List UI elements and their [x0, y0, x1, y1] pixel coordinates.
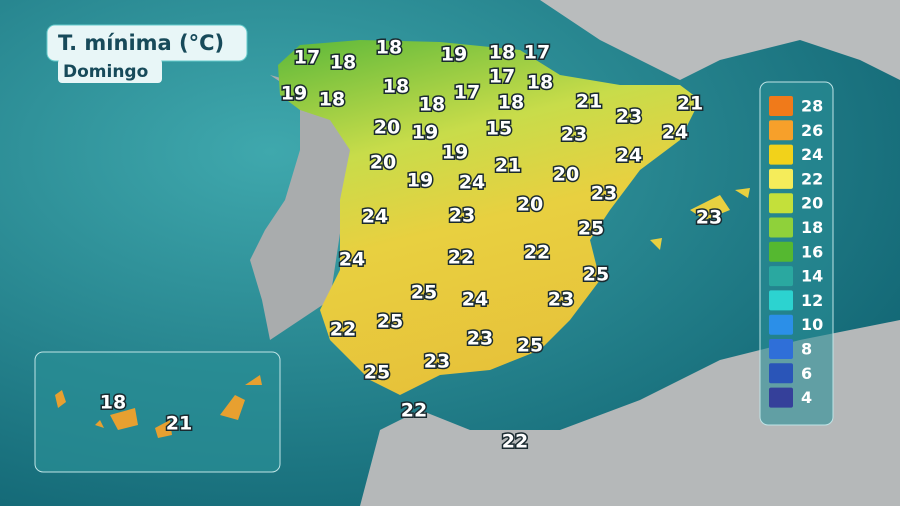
temperature-label: 23 — [591, 183, 617, 205]
temperature-label: 17 — [454, 82, 480, 104]
legend-swatch — [769, 363, 793, 384]
temperature-label: 21 — [677, 93, 703, 115]
legend-swatch — [769, 241, 793, 262]
legend-swatch — [769, 120, 793, 141]
temperature-label: 22 — [448, 247, 474, 269]
temperature-label: 24 — [459, 172, 485, 194]
legend-label: 4 — [801, 388, 812, 407]
temperature-label: 22 — [330, 319, 356, 341]
temperature-label: 20 — [370, 152, 396, 174]
legend-swatch — [769, 217, 793, 238]
legend-label: 28 — [801, 97, 823, 116]
subtitle-box — [58, 59, 162, 83]
canarias-temperature-label: 21 — [166, 413, 192, 435]
legend-label: 20 — [801, 194, 823, 213]
temperature-label: 23 — [467, 328, 493, 350]
legend-label: 8 — [801, 340, 812, 359]
france — [540, 0, 900, 80]
temperature-label: 23 — [548, 289, 574, 311]
legend-label: 10 — [801, 315, 823, 334]
temperature-label: 24 — [462, 289, 488, 311]
temperature-label: 18 — [498, 92, 524, 114]
temperature-label: 15 — [486, 118, 512, 140]
subtitle: Domingo — [63, 62, 148, 82]
legend-swatch — [769, 266, 793, 287]
legend-swatch — [769, 193, 793, 214]
temperature-label: 17 — [489, 66, 515, 88]
temperature-label: 18 — [527, 72, 553, 94]
temperature-label: 18 — [383, 76, 409, 98]
legend-swatch — [769, 339, 793, 359]
temperature-label: 25 — [377, 311, 403, 333]
legend-swatch — [769, 168, 793, 189]
temperature-label: 20 — [374, 117, 400, 139]
temperature-label: 23 — [449, 205, 475, 227]
temperature-label: 20 — [553, 164, 579, 186]
temperature-label: 25 — [364, 362, 390, 384]
temperature-label: 19 — [442, 142, 468, 164]
temperature-label: 24 — [616, 145, 642, 167]
title: T. mínima (°C) — [58, 31, 224, 55]
temperature-label: 25 — [517, 335, 543, 357]
temperature-label: 25 — [411, 282, 437, 304]
temperature-label: 21 — [495, 155, 521, 177]
temperature-label: 25 — [583, 264, 609, 286]
temperature-label: 18 — [330, 52, 356, 74]
temperature-label: 23 — [616, 106, 642, 128]
temperature-label: 24 — [339, 249, 365, 271]
legend-swatch — [769, 387, 793, 408]
temperature-label: 19 — [441, 44, 467, 66]
legend-label: 18 — [801, 218, 823, 237]
legend-label: 26 — [801, 121, 823, 140]
temperature-label: 18 — [319, 89, 345, 111]
legend-label: 16 — [801, 242, 823, 261]
temperature-label: 19 — [412, 122, 438, 144]
temperature-label: 25 — [578, 218, 604, 240]
legend-label: 24 — [801, 145, 823, 164]
spain — [278, 40, 700, 395]
legend-swatch — [769, 96, 793, 116]
legend-label: 12 — [801, 291, 823, 310]
temperature-label: 18 — [376, 37, 402, 59]
temperature-label: 22 — [524, 242, 550, 264]
legend-swatch — [769, 144, 793, 165]
temperature-label: 19 — [407, 170, 433, 192]
temperature-label: 18 — [419, 94, 445, 116]
canarias-inset — [34, 351, 281, 473]
legend-swatch — [769, 314, 793, 335]
temperature-label: 24 — [662, 122, 688, 144]
temperature-label: 19 — [281, 83, 307, 105]
temperature-label: 17 — [294, 47, 320, 69]
temperature-label: 23 — [696, 207, 722, 229]
temperature-label: 17 — [524, 42, 550, 64]
legend-swatch — [769, 290, 793, 311]
canarias-temperature-label: 18 — [100, 392, 126, 414]
temperature-label: 20 — [517, 194, 543, 216]
portugal — [250, 75, 360, 340]
temperature-label: 24 — [362, 206, 388, 228]
temperature-label: 22 — [401, 400, 427, 422]
temperature-label: 18 — [489, 42, 515, 64]
temperature-label: 23 — [424, 351, 450, 373]
temperature-label: 21 — [576, 91, 602, 113]
temperature-label: 22 — [502, 431, 528, 453]
legend-label: 22 — [801, 169, 823, 188]
temperature-label: 23 — [561, 124, 587, 146]
legend-label: 6 — [801, 364, 812, 383]
legend-label: 14 — [801, 267, 823, 286]
balearic-islands — [650, 188, 750, 250]
